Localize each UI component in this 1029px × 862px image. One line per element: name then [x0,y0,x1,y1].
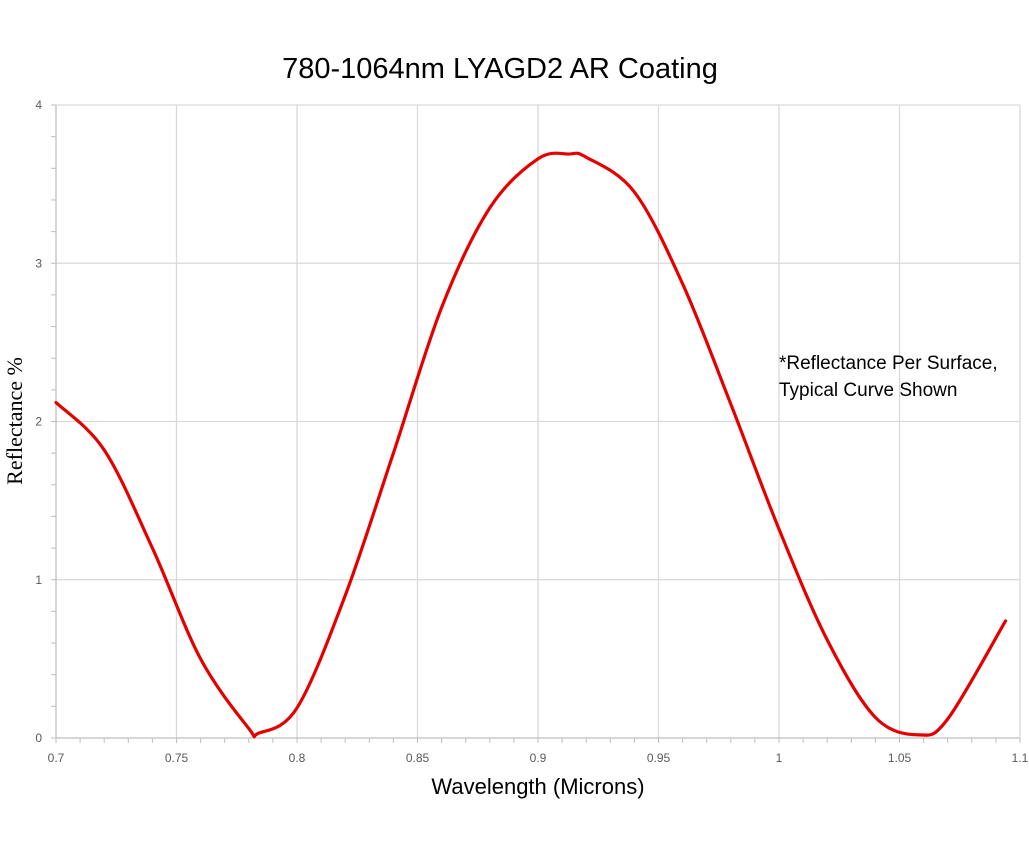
grid-layer [56,104,1021,738]
annotation-line-1: *Reflectance Per Surface, [779,353,998,374]
x-tick-label: 1.05 [888,751,912,765]
y-tick-label: 2 [35,415,42,429]
x-tick-label: 0.8 [289,751,306,765]
tick-labels: 0.7 0.75 0.8 0.85 0.9 0.95 1 1.05 1.1 0 1 2 3 4 [35,98,1028,765]
x-tick-label: 1.1 [1012,751,1029,765]
series-layer [54,151,1008,739]
annotation: *Reflectance Per Surface, Typical Curve … [779,353,1003,401]
x-tick-label: 0.85 [406,751,430,765]
y-tick-label: 4 [35,98,42,112]
x-tick-label: 0.7 [48,751,65,765]
axis-layer [51,104,1021,743]
chart-title: 780-1064nm LYAGD2 AR Coating [282,53,718,85]
y-tick-label: 3 [35,256,42,270]
y-tick-label: 0 [35,731,42,745]
x-tick-label: 1 [776,751,783,765]
x-tick-label: 0.9 [530,751,547,765]
x-tick-label: 0.95 [647,751,671,765]
y-tick-label: 1 [35,573,42,587]
reflectance-series-line [54,151,1008,739]
x-axis-label: Wavelength (Microns) [431,774,644,799]
x-tick-label: 0.75 [165,751,189,765]
y-axis-label: Reflectance % [2,357,27,485]
annotation-line-2: Typical Curve Shown [779,380,957,401]
